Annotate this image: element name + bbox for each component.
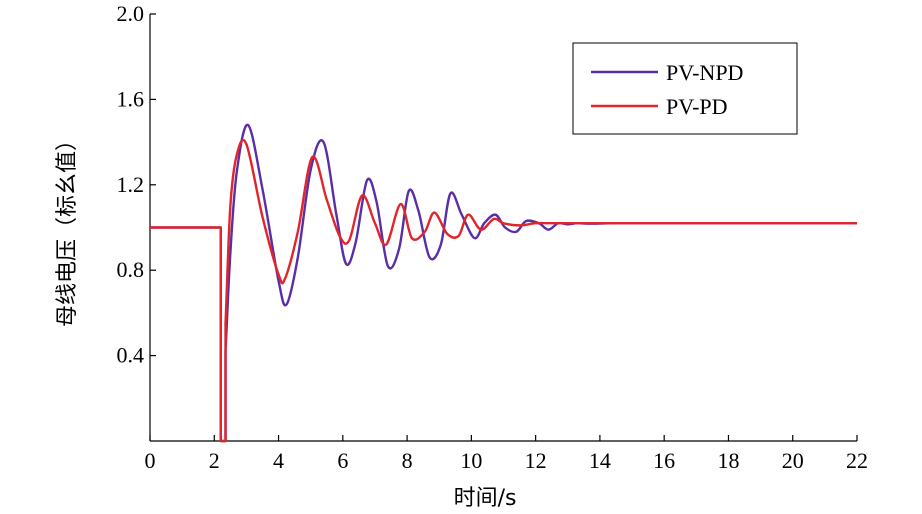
x-tick-label: 4 [273,448,284,473]
x-tick-label: 0 [145,448,156,473]
y-axis-title: 母线电压（标幺值） [55,129,80,327]
x-tick-label: 18 [717,448,739,473]
series-line-pv-pd [149,138,857,443]
y-tick-label: 2.0 [117,1,145,26]
x-tick-label: 2 [209,448,220,473]
x-tick-label: 10 [460,448,482,473]
x-tick-label: 16 [653,448,675,473]
legend-box [572,42,798,135]
y-tick-label: 0.8 [117,257,145,282]
x-tick-label: 22 [846,448,868,473]
y-tick-label: 0.4 [117,343,145,368]
x-axis-title: 时间/s [454,486,517,511]
chart-axes: 0 2 4 6 8 10 12 14 16 18 20 22 0.4 0.8 1.2 1.6 2.0 [117,1,869,473]
x-tick-label: 6 [337,448,348,473]
legend-entry: PV-PD [666,94,728,119]
x-tick-label: 8 [402,448,413,473]
x-tick-label: 12 [525,448,547,473]
plot-area [149,123,857,443]
y-tick-label: 1.2 [117,172,145,197]
legend-entry: PV-NPD [666,60,743,85]
x-tick-label: 20 [782,448,804,473]
series-line-pv-npd [149,123,857,443]
x-tick-label: 14 [589,448,611,473]
y-tick-label: 1.6 [117,86,145,111]
chart-legend: PV-NPD PV-PD [572,42,798,135]
